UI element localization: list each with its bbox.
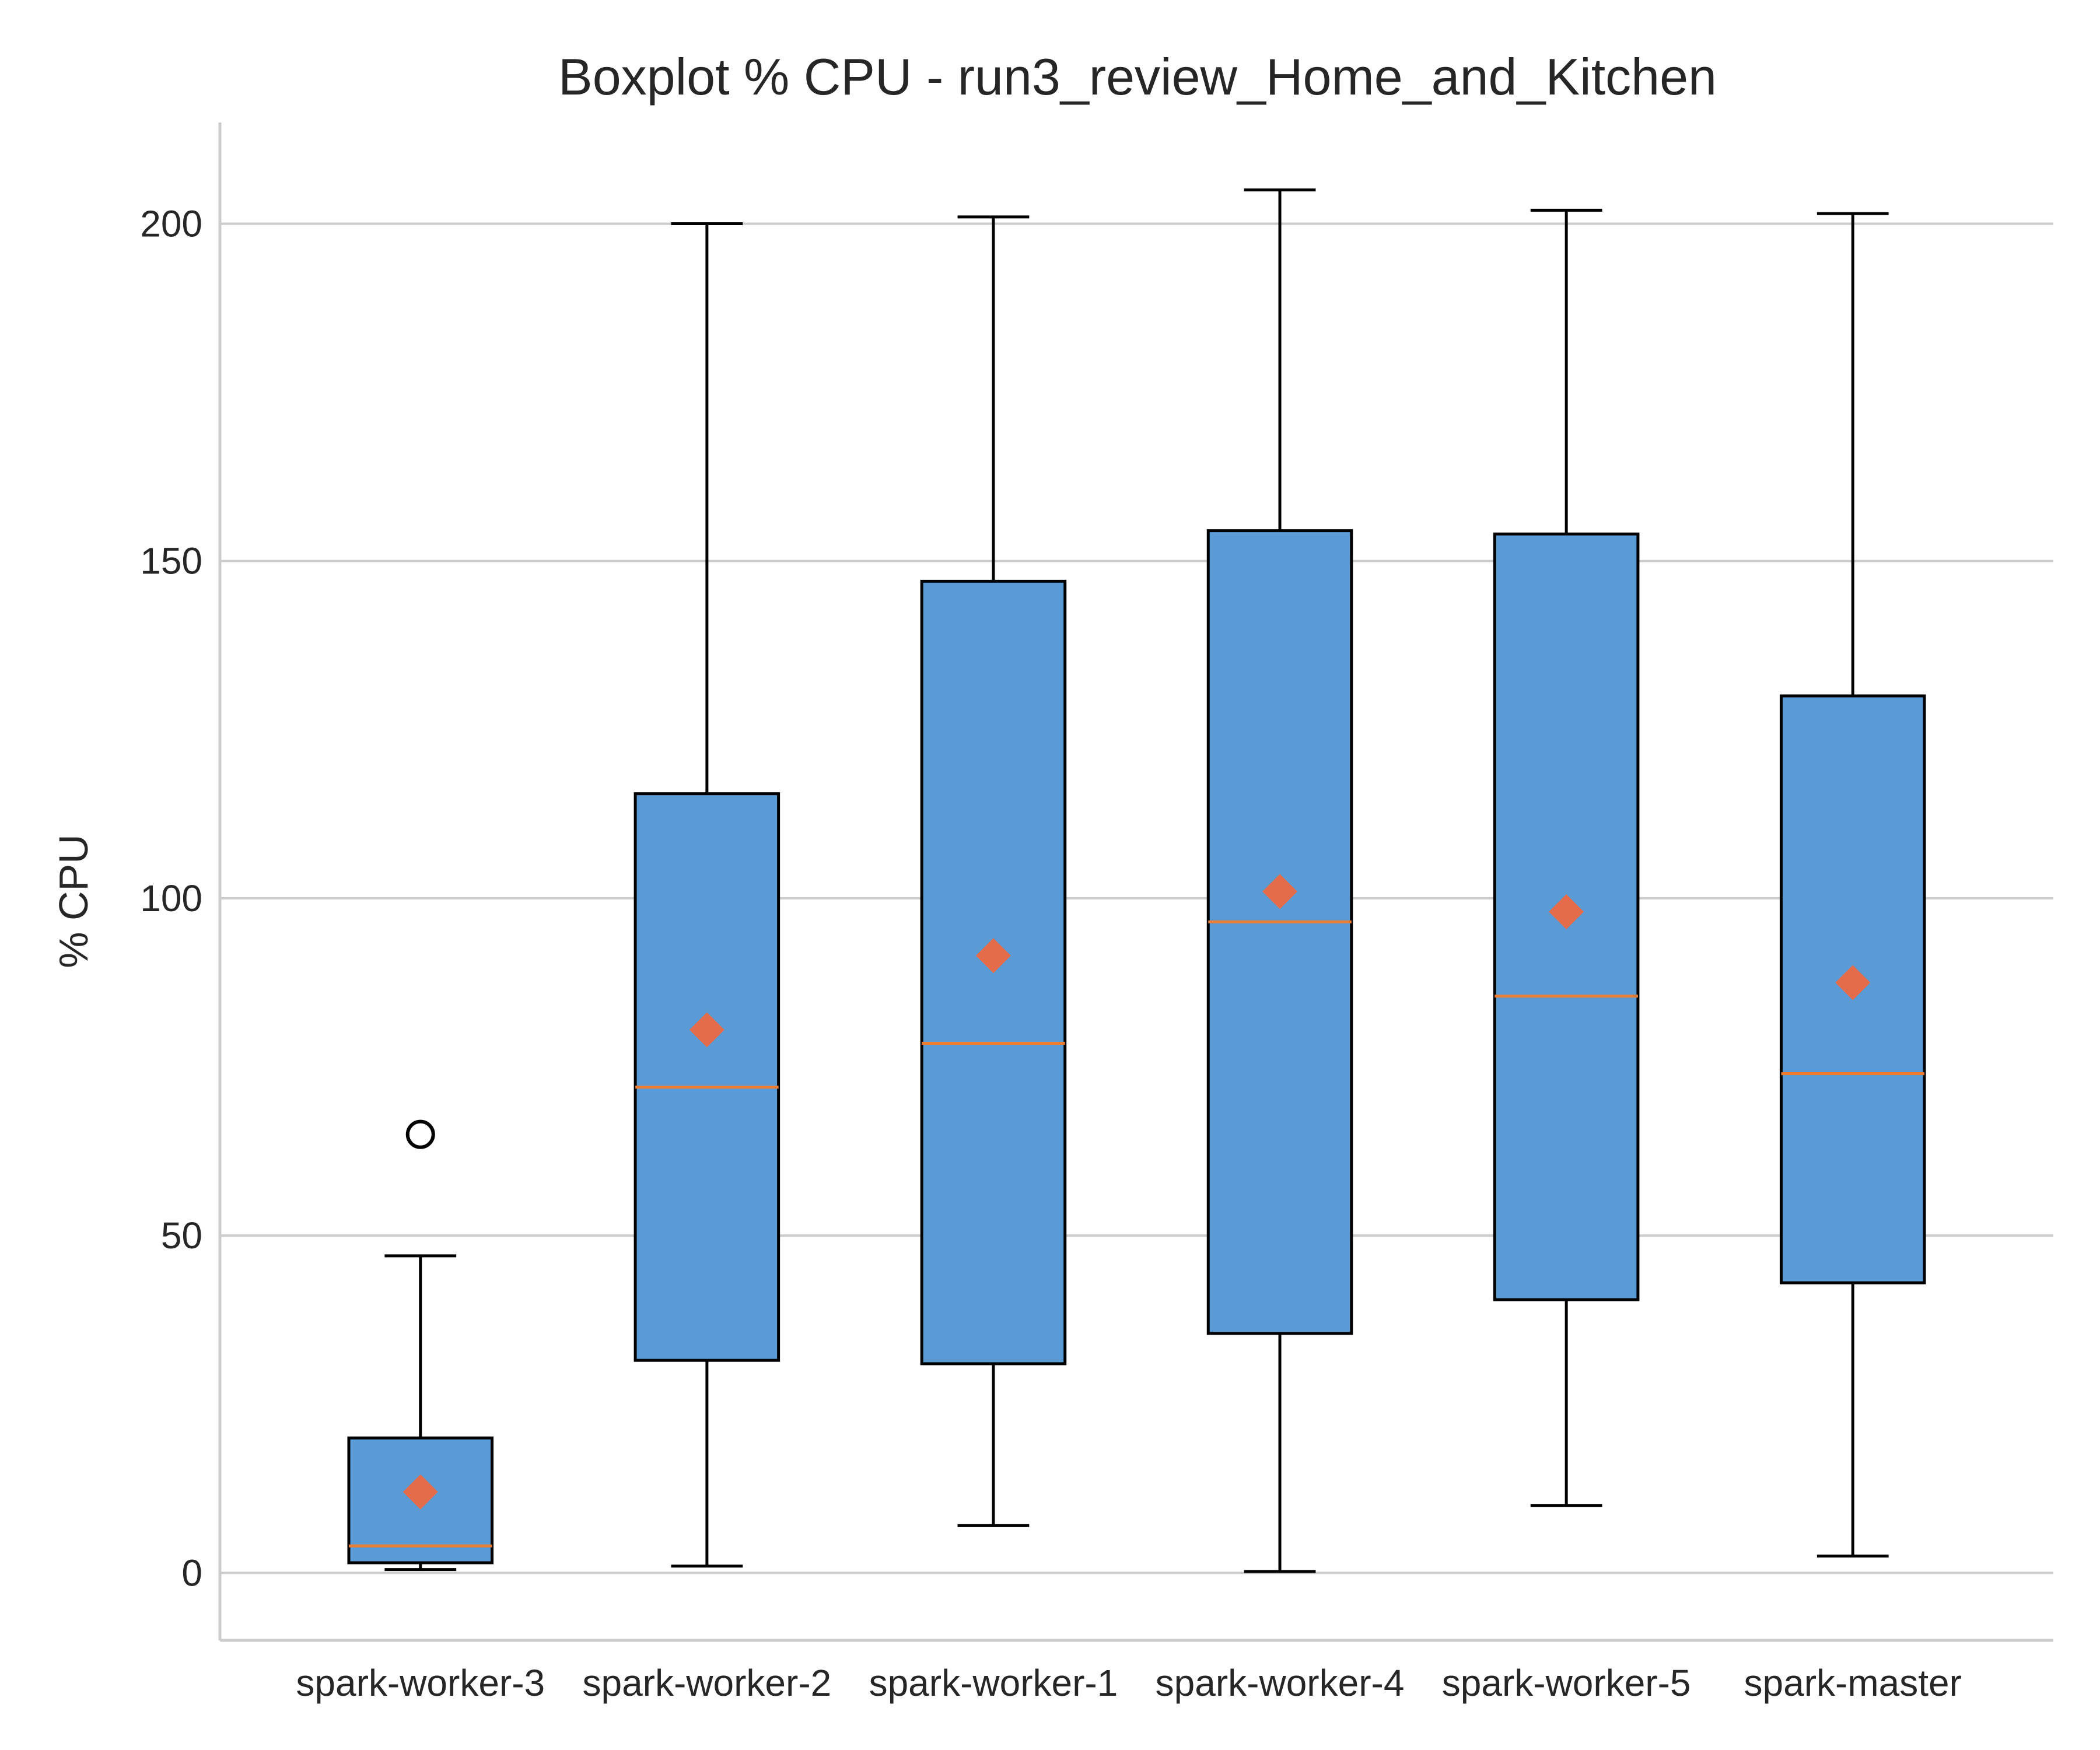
box-spark-worker-5: [1493, 208, 1640, 1507]
x-tick-label: spark-worker-1: [869, 1662, 1118, 1704]
y-tick-label: 100: [140, 877, 202, 919]
axes: [218, 123, 2053, 1642]
box-spark-worker-2: [634, 222, 780, 1568]
grid-lines: [220, 222, 2053, 1574]
y-tick-label: 0: [181, 1552, 202, 1594]
mean-marker: [975, 938, 1011, 974]
outlier-point: [405, 1119, 435, 1149]
box-spark-worker-3: [347, 1119, 494, 1572]
box-spark-master: [1779, 212, 1926, 1558]
box-spark-worker-4: [1206, 188, 1353, 1573]
iqr-box: [1206, 529, 1353, 1335]
chart-title: Boxplot % CPU - run3_review_Home_and_Kit…: [558, 48, 1717, 106]
y-axis-label: % CPU: [51, 834, 96, 968]
x-tick-label: spark-worker-5: [1442, 1662, 1691, 1704]
box-series: [347, 188, 1926, 1573]
x-tick-label: spark-worker-2: [582, 1662, 831, 1704]
mean-marker: [1549, 894, 1584, 930]
box-spark-worker-1: [920, 215, 1067, 1527]
iqr-box: [634, 792, 780, 1362]
x-tick-label: spark-worker-4: [1156, 1662, 1405, 1704]
y-tick-label: 150: [140, 540, 202, 582]
x-tick-label: spark-master: [1744, 1662, 1962, 1704]
tick-labels: 0 50 100 150 200 spark-worker-3 spark-worker-2…: [140, 202, 1962, 1704]
x-tick-label: spark-worker-3: [296, 1662, 545, 1704]
y-tick-label: 200: [140, 202, 202, 244]
mean-marker: [1835, 965, 1871, 1000]
y-tick-label: 50: [161, 1214, 202, 1256]
mean-marker: [402, 1474, 438, 1510]
mean-marker: [1262, 874, 1298, 909]
mean-marker: [689, 1012, 724, 1048]
